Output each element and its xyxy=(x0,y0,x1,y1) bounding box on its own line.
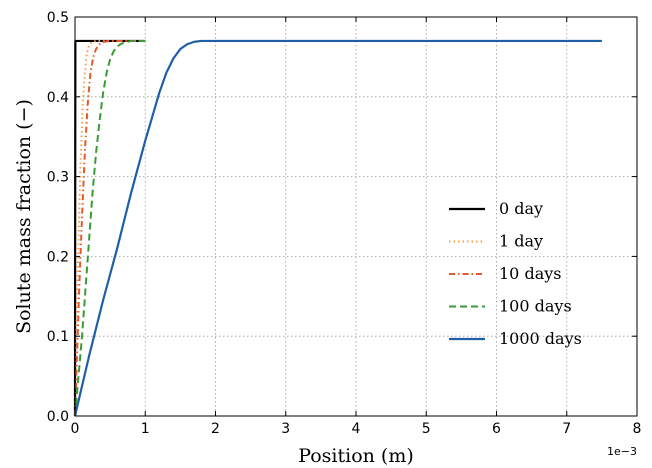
series-line-3 xyxy=(74,39,146,417)
x-tick-label: 4 xyxy=(352,421,361,437)
legend-label-0: 0 day xyxy=(499,199,543,218)
x-tick-label: 0 xyxy=(71,421,80,437)
x-tick-label: 8 xyxy=(633,421,642,437)
legend: 0 day 1 day 10 days 100 days 1000 days xyxy=(449,199,582,348)
x-tick-label: 2 xyxy=(211,421,220,437)
plot-frame xyxy=(74,16,638,417)
x-tick-label: 5 xyxy=(422,421,431,437)
series-line-0 xyxy=(73,39,146,417)
ticks: 0 1 2 3 4 5 6 7 8 0.0 0.1 0.2 0.3 0.4 0.5 xyxy=(47,10,642,437)
series-layer xyxy=(73,39,602,417)
y-tick-label: 0.4 xyxy=(47,90,69,106)
x-offset-label: 1e−3 xyxy=(607,445,637,458)
x-axis-label: Position (m) xyxy=(298,445,414,467)
x-tick-label: 7 xyxy=(562,421,571,437)
x-tick-label: 1 xyxy=(141,421,150,437)
legend-label-1: 1 day xyxy=(499,232,543,251)
grid xyxy=(74,16,638,417)
series-line-4 xyxy=(73,39,602,417)
y-tick-label: 0.5 xyxy=(47,10,69,26)
legend-label-3: 100 days xyxy=(499,297,572,316)
y-tick-label: 0.0 xyxy=(47,409,69,425)
series-line-1 xyxy=(74,39,146,417)
y-tick-label: 0.1 xyxy=(47,329,69,345)
x-tick-label: 3 xyxy=(281,421,290,437)
y-tick-label: 0.3 xyxy=(47,170,69,186)
y-tick-label: 0.2 xyxy=(47,249,69,265)
y-axis-label: Solute mass fraction (−) xyxy=(13,99,35,334)
legend-label-4: 1000 days xyxy=(499,329,582,348)
series-line-2 xyxy=(74,39,146,417)
legend-label-2: 10 days xyxy=(499,264,561,283)
x-tick-label: 6 xyxy=(492,421,501,437)
